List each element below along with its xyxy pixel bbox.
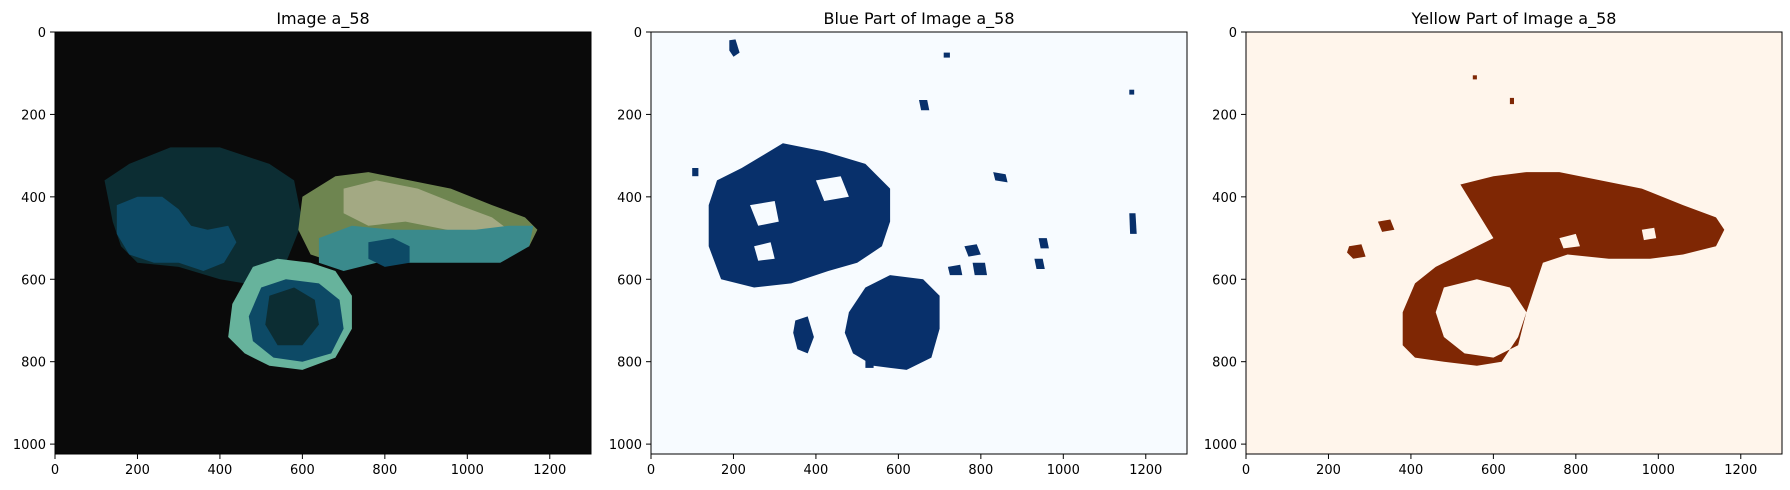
region-spot-bottom: [865, 359, 874, 368]
y-tick-label: 0: [38, 26, 46, 41]
x-tick-label: 0: [51, 463, 59, 478]
x-tick-label: 200: [125, 463, 150, 478]
region-spot-right-6: [972, 262, 987, 276]
x-tick-label: 1000: [451, 463, 484, 478]
y-tick-label: 0: [634, 26, 642, 41]
region-spot-top-2: [943, 52, 950, 58]
x-tick-label: 600: [886, 463, 911, 478]
panel-title: Image a_58: [276, 9, 369, 29]
x-tick-label: 800: [372, 463, 397, 478]
region-blob-upper-left: [708, 143, 891, 288]
y-tick-label: 600: [1212, 273, 1237, 288]
x-tick-label: 800: [968, 463, 993, 478]
region-right-lobe-light: [343, 180, 509, 239]
region-spot-left-edge: [692, 168, 699, 177]
x-tick-label: 1200: [1724, 463, 1757, 478]
axes-frame: [54, 31, 592, 455]
region-spot-left-2: [1377, 219, 1395, 232]
region-spot-right-7: [1034, 258, 1045, 269]
axes-frame: [1245, 31, 1783, 455]
x-tick-label: 0: [647, 463, 655, 478]
x-tick-label: 200: [1316, 463, 1341, 478]
y-tick-label: 1000: [1204, 438, 1237, 453]
y-tick-label: 800: [617, 356, 642, 371]
image-regions: [104, 147, 538, 370]
region-spot-right-2: [1038, 238, 1049, 249]
x-tick-label: 600: [290, 463, 315, 478]
x-tick-label: 1000: [1047, 463, 1080, 478]
region-spot-right-4: [964, 244, 981, 257]
x-tick-label: 1200: [533, 463, 566, 478]
region-spot-right-5: [947, 264, 963, 276]
y-tick-label: 400: [21, 191, 46, 206]
x-tick-label: 1000: [1642, 463, 1675, 478]
region-spot-mid-1: [919, 100, 930, 111]
region-main-lobe: [1402, 172, 1725, 366]
region-spot-top-2: [1472, 75, 1477, 80]
region-spot-right-3: [993, 172, 1008, 183]
y-tick-label: 1000: [13, 438, 46, 453]
y-tick-label: 400: [617, 191, 642, 206]
y-tick-label: 0: [1229, 26, 1237, 41]
x-tick-label: 800: [1563, 463, 1588, 478]
region-spot-top-1: [1509, 97, 1514, 105]
panel-title: Blue Part of Image a_58: [823, 9, 1014, 29]
x-tick-label: 400: [1399, 463, 1424, 478]
region-spot-top-1: [729, 39, 740, 57]
x-tick-label: 400: [208, 463, 233, 478]
region-spot-top-3: [1129, 89, 1135, 95]
region-lower-blob-dark: [265, 287, 319, 346]
panel-title: Yellow Part of Image a_58: [1411, 9, 1617, 29]
y-tick-label: 600: [617, 273, 642, 288]
axes-frame: [650, 31, 1188, 455]
panel-2: Blue Part of Image a_58 0 200 400 600 800 1000…: [609, 9, 1188, 478]
region-blob-lower-middle: [844, 275, 940, 370]
y-tick-label: 800: [21, 356, 46, 371]
x-tick-label: 200: [721, 463, 746, 478]
y-tick-label: 200: [617, 108, 642, 123]
image-regions: [692, 39, 1137, 370]
y-tick-label: 400: [1212, 191, 1237, 206]
region-spot-left-1: [1347, 244, 1366, 259]
y-tick-label: 600: [21, 273, 46, 288]
region-right-lobe-blue-spots: [368, 238, 410, 267]
x-tick-label: 1200: [1129, 463, 1162, 478]
panel-1: Image a_58 0 200 400 600 800 1000 1200 0 200 400 60…: [13, 9, 592, 478]
x-tick-label: 0: [1242, 463, 1250, 478]
x-tick-label: 400: [804, 463, 829, 478]
image-regions: [1347, 75, 1725, 366]
region-upper-left-blob-blue: [116, 196, 237, 271]
y-tick-label: 200: [1212, 108, 1237, 123]
panel-3: Yellow Part of Image a_58 0 200 400 600 800 10…: [1204, 9, 1783, 478]
y-tick-label: 1000: [609, 438, 642, 453]
x-tick-label: 600: [1481, 463, 1506, 478]
region-spot-left: [793, 316, 814, 354]
region-spot-right-1: [1129, 213, 1137, 234]
y-tick-label: 800: [1212, 356, 1237, 371]
y-tick-label: 200: [21, 108, 46, 123]
